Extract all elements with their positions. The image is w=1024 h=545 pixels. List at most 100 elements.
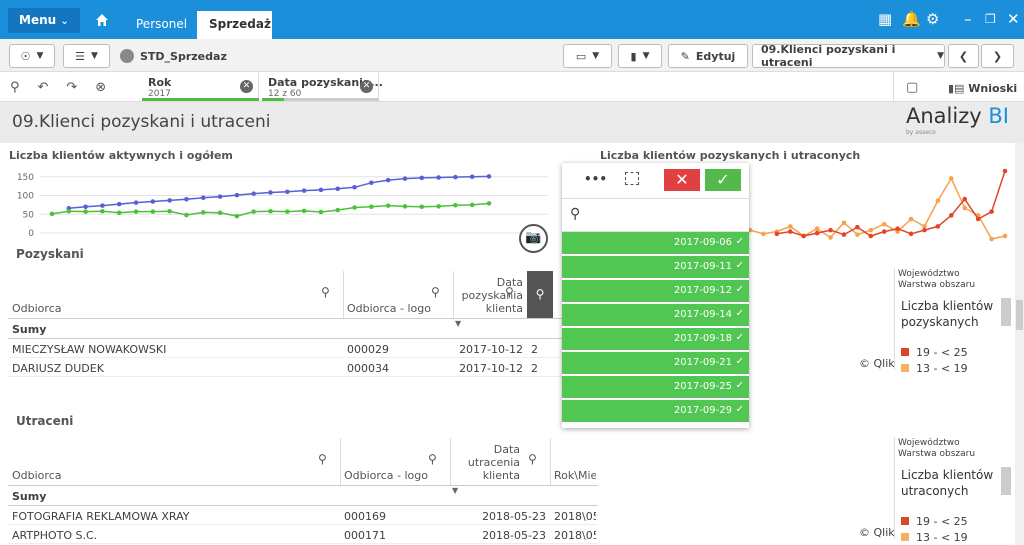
home-icon[interactable] <box>95 13 109 27</box>
data-point <box>486 174 492 179</box>
data-point <box>116 201 122 207</box>
column-search[interactable]: ⚲ <box>318 452 327 466</box>
table-title: Utraceni <box>16 414 74 428</box>
check-icon: ✓ <box>735 332 744 343</box>
legend-swatch <box>901 533 909 541</box>
edit-button[interactable]: ✎ Edytuj <box>668 44 748 68</box>
navigation-button[interactable]: ☉ ▼ <box>9 44 55 68</box>
more-button[interactable]: ••• <box>584 172 608 186</box>
scrollbar-thumb[interactable] <box>1016 300 1023 330</box>
settings-icon[interactable]: ⚙ <box>926 10 940 28</box>
data-point <box>908 231 914 237</box>
selection-item[interactable]: Data pozyskania... 12 z 60 ✕ <box>262 73 383 102</box>
column-header[interactable]: Data pozyskania klienta <box>461 276 523 315</box>
selection-value: 12 z 60 <box>268 89 302 99</box>
legend-divider <box>894 268 895 370</box>
column-search-active[interactable]: ⚲ <box>527 271 553 318</box>
table-cell: 000029 <box>347 343 389 356</box>
list-button[interactable]: ☰ ▼ <box>63 44 110 68</box>
column-search[interactable]: ⚲ <box>528 452 537 466</box>
data-point <box>922 224 927 229</box>
clear-selection[interactable]: ✕ <box>360 80 373 93</box>
bookmark-button[interactable]: ▮ ▼ <box>618 44 662 68</box>
data-point <box>761 231 766 237</box>
minimize-icon[interactable]: – <box>964 10 972 28</box>
data-point <box>285 189 290 195</box>
column-divider <box>343 271 344 318</box>
listbox-item[interactable]: 2017-09-06 ✓ <box>562 232 749 255</box>
data-point <box>814 230 820 236</box>
selection-item[interactable]: Rok 2017 ✕ <box>142 73 259 102</box>
listbox-item[interactable]: 2017-09-29 ✓ <box>562 400 749 423</box>
column-header[interactable]: Odbiorca <box>12 469 62 482</box>
data-point <box>402 176 408 181</box>
selection-tools[interactable]: ⚲↶↷⊗ <box>10 80 125 95</box>
next-sheet[interactable]: ❯ <box>981 44 1014 68</box>
insights-button[interactable]: ▮▤ Wnioski <box>948 82 1018 95</box>
select-possible-button[interactable] <box>625 172 639 185</box>
legend-title: Województwo <box>898 269 960 279</box>
column-search[interactable]: ⚲ <box>505 285 514 299</box>
column-header[interactable]: Data utracenia klienta <box>467 443 520 482</box>
column-header[interactable]: Odbiorca - logo <box>344 469 428 482</box>
listbox-item[interactable]: 2017-09-11 ✓ <box>562 256 749 279</box>
smart-search-icon[interactable]: ▢ <box>906 80 919 95</box>
edit-label: Edytuj <box>695 49 736 63</box>
data-point <box>352 184 357 190</box>
data-point <box>66 208 72 214</box>
confirm-button[interactable]: ✓ <box>705 169 741 191</box>
check-icon: ✓ <box>735 260 744 271</box>
listbox-items: 2017-09-06 ✓ 2017-09-11 ✓ 2017-09-12 ✓ 2017-09… <box>562 232 749 428</box>
column-header[interactable]: Rok\Mie <box>554 469 596 482</box>
listbox-item[interactable]: 2017-09-18 ✓ <box>562 328 749 351</box>
data-point <box>385 203 391 208</box>
table-cell: DARIUSZ DUDEK <box>12 362 104 375</box>
listbox-item[interactable]: 2017-09-12 ✓ <box>562 280 749 303</box>
table-cell: 2018-05-23 <box>482 510 546 523</box>
data-point <box>1002 168 1008 174</box>
data-point <box>301 188 307 193</box>
column-header[interactable]: Odbiorca - logo <box>347 302 431 315</box>
scrollbar[interactable] <box>1015 143 1024 545</box>
menu-button[interactable]: Menu ⌄ <box>8 8 80 33</box>
apps-icon[interactable]: ▦ <box>878 10 893 28</box>
column-divider <box>453 271 454 318</box>
totals-border <box>8 338 598 339</box>
listbox-item[interactable]: 2017-09-21 ✓ <box>562 352 749 375</box>
divider <box>562 231 749 232</box>
data-point <box>469 174 475 180</box>
cancel-button[interactable]: ✕ <box>664 169 700 191</box>
sheet-selector[interactable]: 09.Klienci pozyskani i utraceni ▼ <box>752 43 945 69</box>
data-point <box>436 204 441 209</box>
row-border <box>8 524 598 525</box>
snapshot-button[interactable]: 📷 <box>519 224 548 253</box>
close-icon[interactable]: ✕ <box>1007 10 1020 28</box>
column-header[interactable]: Odbiorca <box>12 302 62 315</box>
selection-bar <box>262 98 379 101</box>
previous-sheet[interactable]: ❮ <box>948 44 979 68</box>
listbox-item[interactable]: 2017-09-25 ✓ <box>562 376 749 399</box>
table-cell: 2018\05 <box>554 510 596 523</box>
data-point <box>787 224 793 229</box>
data-point <box>453 174 458 180</box>
search-icon[interactable]: ⚲ <box>570 206 581 222</box>
column-search[interactable]: ⚲ <box>431 285 440 299</box>
logo-accent: BI <box>988 104 1009 128</box>
table-cell: 000171 <box>344 529 386 542</box>
restore-icon[interactable]: ❐ <box>985 12 996 26</box>
notifications-icon[interactable]: 🔔 <box>902 10 921 28</box>
column-search[interactable]: ⚲ <box>321 285 330 299</box>
data-point <box>268 208 273 214</box>
present-button[interactable]: ▭ ▼ <box>563 44 612 68</box>
legend-scrollbar[interactable] <box>1001 298 1011 326</box>
row-border <box>8 357 598 358</box>
data-point <box>167 208 172 214</box>
listbox-item[interactable]: 2017-09-14 ✓ <box>562 304 749 327</box>
legend-scrollbar[interactable] <box>1001 467 1011 495</box>
column-search[interactable]: ⚲ <box>428 452 437 466</box>
series-line <box>68 175 490 210</box>
tab[interactable]: Personel <box>136 17 188 31</box>
data-point <box>881 229 887 234</box>
clear-selection[interactable]: ✕ <box>240 80 253 93</box>
tab-active[interactable]: Sprzedaż <box>197 11 272 39</box>
